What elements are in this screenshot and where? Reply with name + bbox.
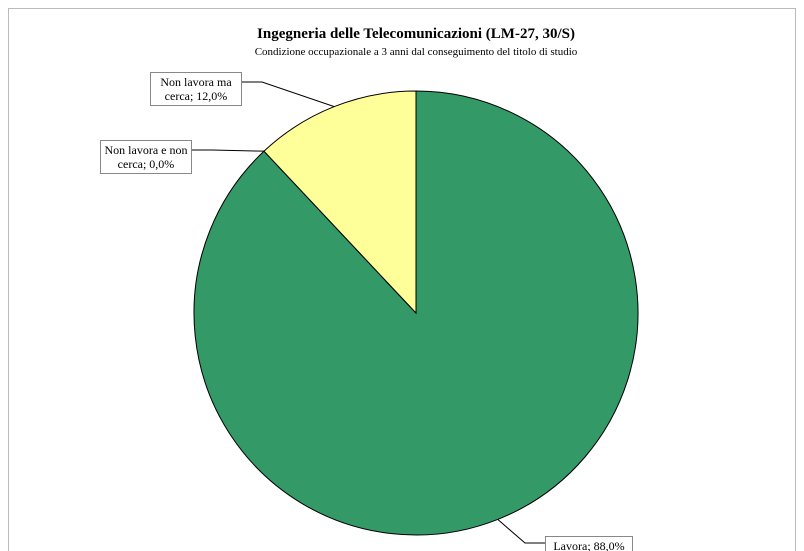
leader-line: [192, 149, 265, 152]
chart-title: Ingegneria delle Telecomunicazioni (LM-2…: [257, 26, 575, 42]
leader-line: [497, 519, 545, 544]
data-label: Lavora; 88,0%: [545, 536, 633, 551]
data-label: Non lavora ma cerca; 12,0%: [150, 72, 242, 106]
leader-line: [242, 81, 335, 108]
chart-subtitle: Condizione occupazionale a 3 anni dal co…: [255, 46, 578, 58]
pie-slice: [263, 90, 417, 315]
data-label: Non lavora e non cerca; 0,0%: [100, 140, 192, 174]
